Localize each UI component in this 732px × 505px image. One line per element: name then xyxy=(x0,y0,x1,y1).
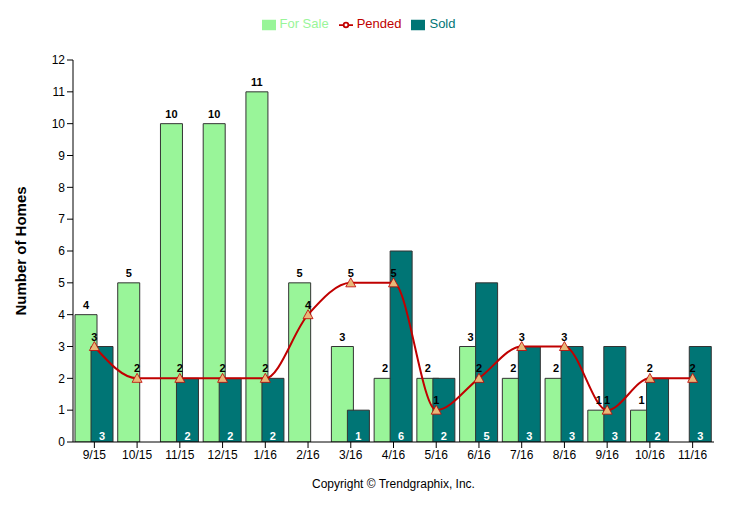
svg-text:2: 2 xyxy=(476,362,482,374)
svg-text:1: 1 xyxy=(355,430,361,442)
html-text:Pended: Pended xyxy=(356,16,402,31)
svg-text:9: 9 xyxy=(58,149,65,163)
svg-text:2: 2 xyxy=(647,362,653,374)
svg-text:1: 1 xyxy=(58,403,65,417)
svg-text:8/16: 8/16 xyxy=(553,448,577,462)
svg-text:4: 4 xyxy=(305,299,312,311)
svg-text:9/15: 9/15 xyxy=(83,448,107,462)
html-text:Sold: Sold xyxy=(429,16,456,31)
svg-text:6: 6 xyxy=(398,430,404,442)
svg-text:10/15: 10/15 xyxy=(122,448,152,462)
svg-text:1: 1 xyxy=(433,394,439,406)
svg-text:3: 3 xyxy=(561,331,567,343)
svg-text:2: 2 xyxy=(220,362,226,374)
svg-text:3: 3 xyxy=(526,430,532,442)
svg-text:5: 5 xyxy=(58,276,65,290)
svg-text:1: 1 xyxy=(604,394,610,406)
svg-text:3: 3 xyxy=(612,430,618,442)
svg-text:7/16: 7/16 xyxy=(510,448,534,462)
svg-text:4/16: 4/16 xyxy=(382,448,406,462)
svg-text:4: 4 xyxy=(58,308,65,322)
svg-text:2: 2 xyxy=(690,362,696,374)
svg-text:Number of Homes: Number of Homes xyxy=(12,186,29,315)
svg-text:2: 2 xyxy=(134,362,140,374)
svg-text:5: 5 xyxy=(297,267,303,279)
svg-text:2: 2 xyxy=(270,430,276,442)
svg-text:3: 3 xyxy=(569,430,575,442)
svg-text:1/16: 1/16 xyxy=(254,448,278,462)
svg-text:5: 5 xyxy=(348,267,354,279)
svg-text:11/15: 11/15 xyxy=(165,448,194,462)
svg-text:Copyright © Trendgraphix, Inc.: Copyright © Trendgraphix, Inc. xyxy=(312,477,475,491)
svg-text:6/16: 6/16 xyxy=(467,448,491,462)
svg-text:5: 5 xyxy=(484,430,490,442)
svg-text:2: 2 xyxy=(553,362,559,374)
svg-text:11/16: 11/16 xyxy=(678,448,707,462)
svg-text:2: 2 xyxy=(177,362,183,374)
svg-text:1: 1 xyxy=(638,394,644,406)
svg-text:3: 3 xyxy=(519,331,525,343)
svg-text:1: 1 xyxy=(596,394,602,406)
svg-text:4: 4 xyxy=(83,299,90,311)
svg-text:3: 3 xyxy=(339,331,345,343)
svg-text:3/16: 3/16 xyxy=(339,448,363,462)
svg-text:2: 2 xyxy=(184,430,190,442)
svg-text:7: 7 xyxy=(58,212,65,226)
svg-text:6: 6 xyxy=(58,244,65,258)
svg-text:2: 2 xyxy=(441,430,447,442)
svg-text:5: 5 xyxy=(390,267,396,279)
svg-text:10: 10 xyxy=(208,108,220,120)
svg-text:2: 2 xyxy=(58,372,65,386)
svg-text:2: 2 xyxy=(227,430,233,442)
svg-text:9/16: 9/16 xyxy=(595,448,619,462)
svg-text:2: 2 xyxy=(425,362,431,374)
svg-text:3: 3 xyxy=(697,430,703,442)
svg-text:12/15: 12/15 xyxy=(208,448,238,462)
html-text:For Sale: For Sale xyxy=(279,16,329,31)
svg-text:3: 3 xyxy=(468,331,474,343)
svg-text:3: 3 xyxy=(99,430,105,442)
svg-text:2/16: 2/16 xyxy=(296,448,320,462)
svg-text:0: 0 xyxy=(58,435,65,449)
svg-text:11: 11 xyxy=(53,85,66,99)
svg-text:3: 3 xyxy=(58,340,65,354)
svg-text:10/16: 10/16 xyxy=(635,448,665,462)
svg-text:11: 11 xyxy=(251,76,263,88)
svg-text:10: 10 xyxy=(165,108,177,120)
svg-text:2: 2 xyxy=(382,362,388,374)
svg-text:5/16: 5/16 xyxy=(425,448,449,462)
svg-text:2: 2 xyxy=(262,362,268,374)
svg-text:10: 10 xyxy=(52,117,66,131)
svg-text:2: 2 xyxy=(510,362,516,374)
svg-text:3: 3 xyxy=(91,331,97,343)
svg-text:2: 2 xyxy=(654,430,660,442)
svg-text:5: 5 xyxy=(126,267,132,279)
svg-text:8: 8 xyxy=(58,181,65,195)
svg-text:12: 12 xyxy=(52,53,66,67)
